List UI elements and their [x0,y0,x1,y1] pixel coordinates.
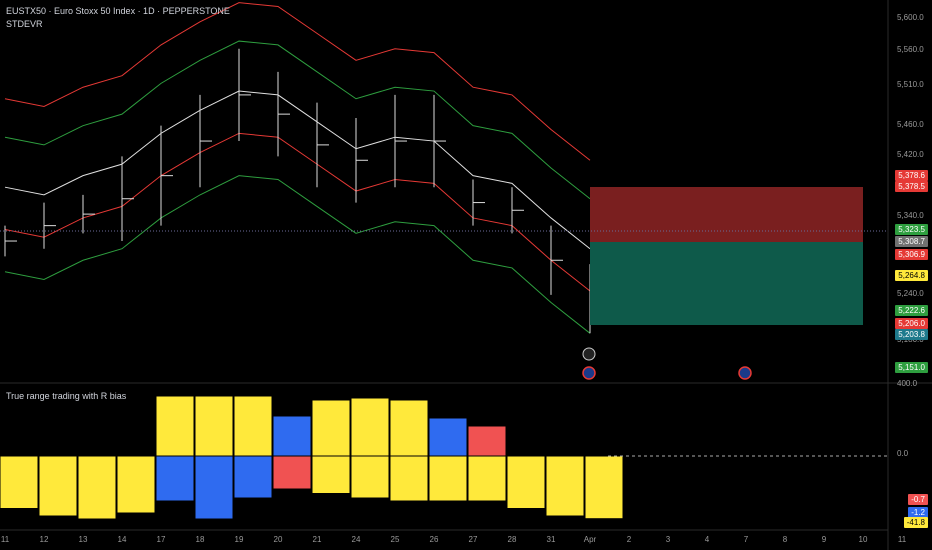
price-axis-label: 5,420.0 [897,150,924,159]
histogram-bar [77,455,117,520]
band-inner-lower [4,132,591,292]
price-tag: 5,264.8 [895,270,928,281]
pane2-title: True range trading with R bias [6,391,127,401]
histogram-bar [311,455,351,494]
histogram-bar-up [311,399,351,457]
date-label: 10 [858,535,868,544]
date-label: 20 [273,535,283,544]
price-tag: 5,151.0 [895,362,928,373]
histogram-bar [38,455,78,517]
date-label: 21 [312,535,322,544]
price-axis-label: 5,510.0 [897,80,924,89]
histogram-bar [428,455,468,502]
price-tag: 5,206.0 [895,318,928,329]
date-label: 13 [78,535,88,544]
event-icon [582,366,596,380]
date-label: 8 [782,535,788,544]
histogram-bar [389,455,429,502]
date-label: 3 [665,535,671,544]
date-label: 18 [195,535,205,544]
histogram-bar-up [233,395,273,457]
band-outer-lower [4,175,591,334]
date-label: 11 [897,535,907,544]
histogram-bar [467,455,507,502]
event-icon [738,366,752,380]
price-tag: 5,222.6 [895,305,928,316]
date-label: 11 [0,535,10,544]
price-axis-label: 5,240.0 [897,289,924,298]
indicator-label: STDEVR [6,19,43,29]
histogram-bar [545,455,585,517]
histogram-bar-up [155,395,195,457]
date-label: 24 [351,535,361,544]
price-tag: 5,378.5 [895,181,928,192]
histogram-bar-up [428,417,468,457]
date-label: 31 [546,535,556,544]
histogram-bar-up [272,415,312,457]
histogram-bar [350,455,390,499]
histogram-bar-up [389,399,429,457]
histogram-bar [155,455,195,502]
pane2-tag: -1.2 [908,507,928,518]
date-label: 26 [429,535,439,544]
histogram-bar-up [194,395,234,457]
histogram-bar [272,455,312,490]
band-mid [4,90,591,250]
target-zone [590,242,863,325]
histogram-bar [116,455,156,514]
date-label: 14 [117,535,127,544]
chart-title: EUSTX50 · Euro Stoxx 50 Index · 1D · PEP… [6,6,230,16]
date-label: 9 [821,535,827,544]
histogram-bar [194,455,234,520]
price-tag: 5,323.5 [895,224,928,235]
date-label: 27 [468,535,478,544]
price-tag: 5,308.7 [895,236,928,247]
histogram-bar [0,455,39,509]
pane2-axis-label: 0.0 [897,449,909,458]
date-label: 28 [507,535,517,544]
date-label: 2 [626,535,632,544]
date-label: 17 [156,535,166,544]
date-label: Apr [583,535,597,544]
date-label: 19 [234,535,244,544]
stop-zone [590,187,863,242]
histogram-bar-up [350,397,390,457]
date-label: 25 [390,535,400,544]
price-tag: 5,378.6 [895,170,928,181]
date-label: 4 [704,535,710,544]
date-label: 12 [39,535,49,544]
pane2-tag: -0.7 [908,494,928,505]
date-label: 7 [743,535,749,544]
flash-icon [582,347,596,361]
price-axis-label: 5,600.0 [897,13,924,22]
band-outer-upper [4,2,591,161]
histogram-bar [506,455,546,509]
band-inner-upper [4,40,591,200]
price-axis-label: 5,560.0 [897,45,924,54]
price-tag: 5,203.8 [895,329,928,340]
price-tag: 5,306.9 [895,249,928,260]
histogram-bar [584,455,624,520]
histogram-bar-up [467,425,507,457]
price-axis-label: 5,460.0 [897,120,924,129]
pane2-axis-label: 400.0 [897,379,918,388]
histogram-bar [233,455,273,499]
pane2-tag: -41.8 [903,517,928,528]
price-axis-label: 5,340.0 [897,211,924,220]
